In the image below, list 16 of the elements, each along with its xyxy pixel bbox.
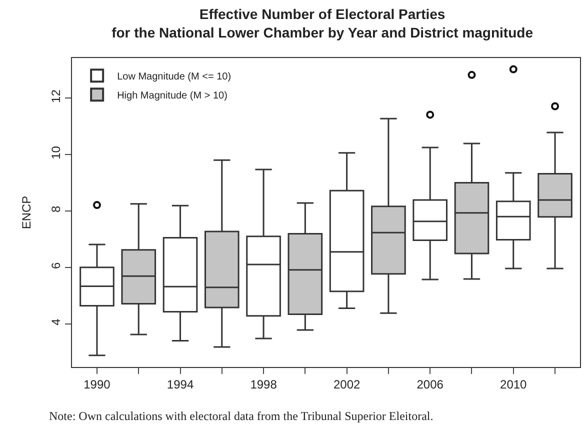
x-tick-label: 1994 [166, 377, 194, 392]
legend-label: Low Magnitude (M <= 10) [117, 71, 232, 82]
x-tick-label: 2010 [500, 377, 528, 392]
legend-label: High Magnitude (M > 10) [117, 90, 228, 102]
text: Note: Own calculations with electoral data from the Tribunal Superior Eleitoral. [49, 409, 434, 423]
x-tick-label: 2002 [333, 377, 360, 392]
y-tick-label: 6 [49, 262, 64, 269]
y-tick-label: 4 [49, 318, 64, 326]
chart-title: Effective Number of Electoral Parties for the National Lower Chamber by Year and District magnitude [112, 6, 534, 40]
y-axis-title: ENCP [20, 196, 34, 230]
x-tick-label: 1990 [84, 377, 111, 392]
x-tick-label: 1998 [250, 377, 278, 392]
x-tick-label: 2006 [416, 377, 444, 392]
y-tick-label: 10 [49, 146, 64, 160]
y-tick-label: 12 [49, 89, 64, 103]
y-tick-label: 8 [49, 205, 64, 212]
